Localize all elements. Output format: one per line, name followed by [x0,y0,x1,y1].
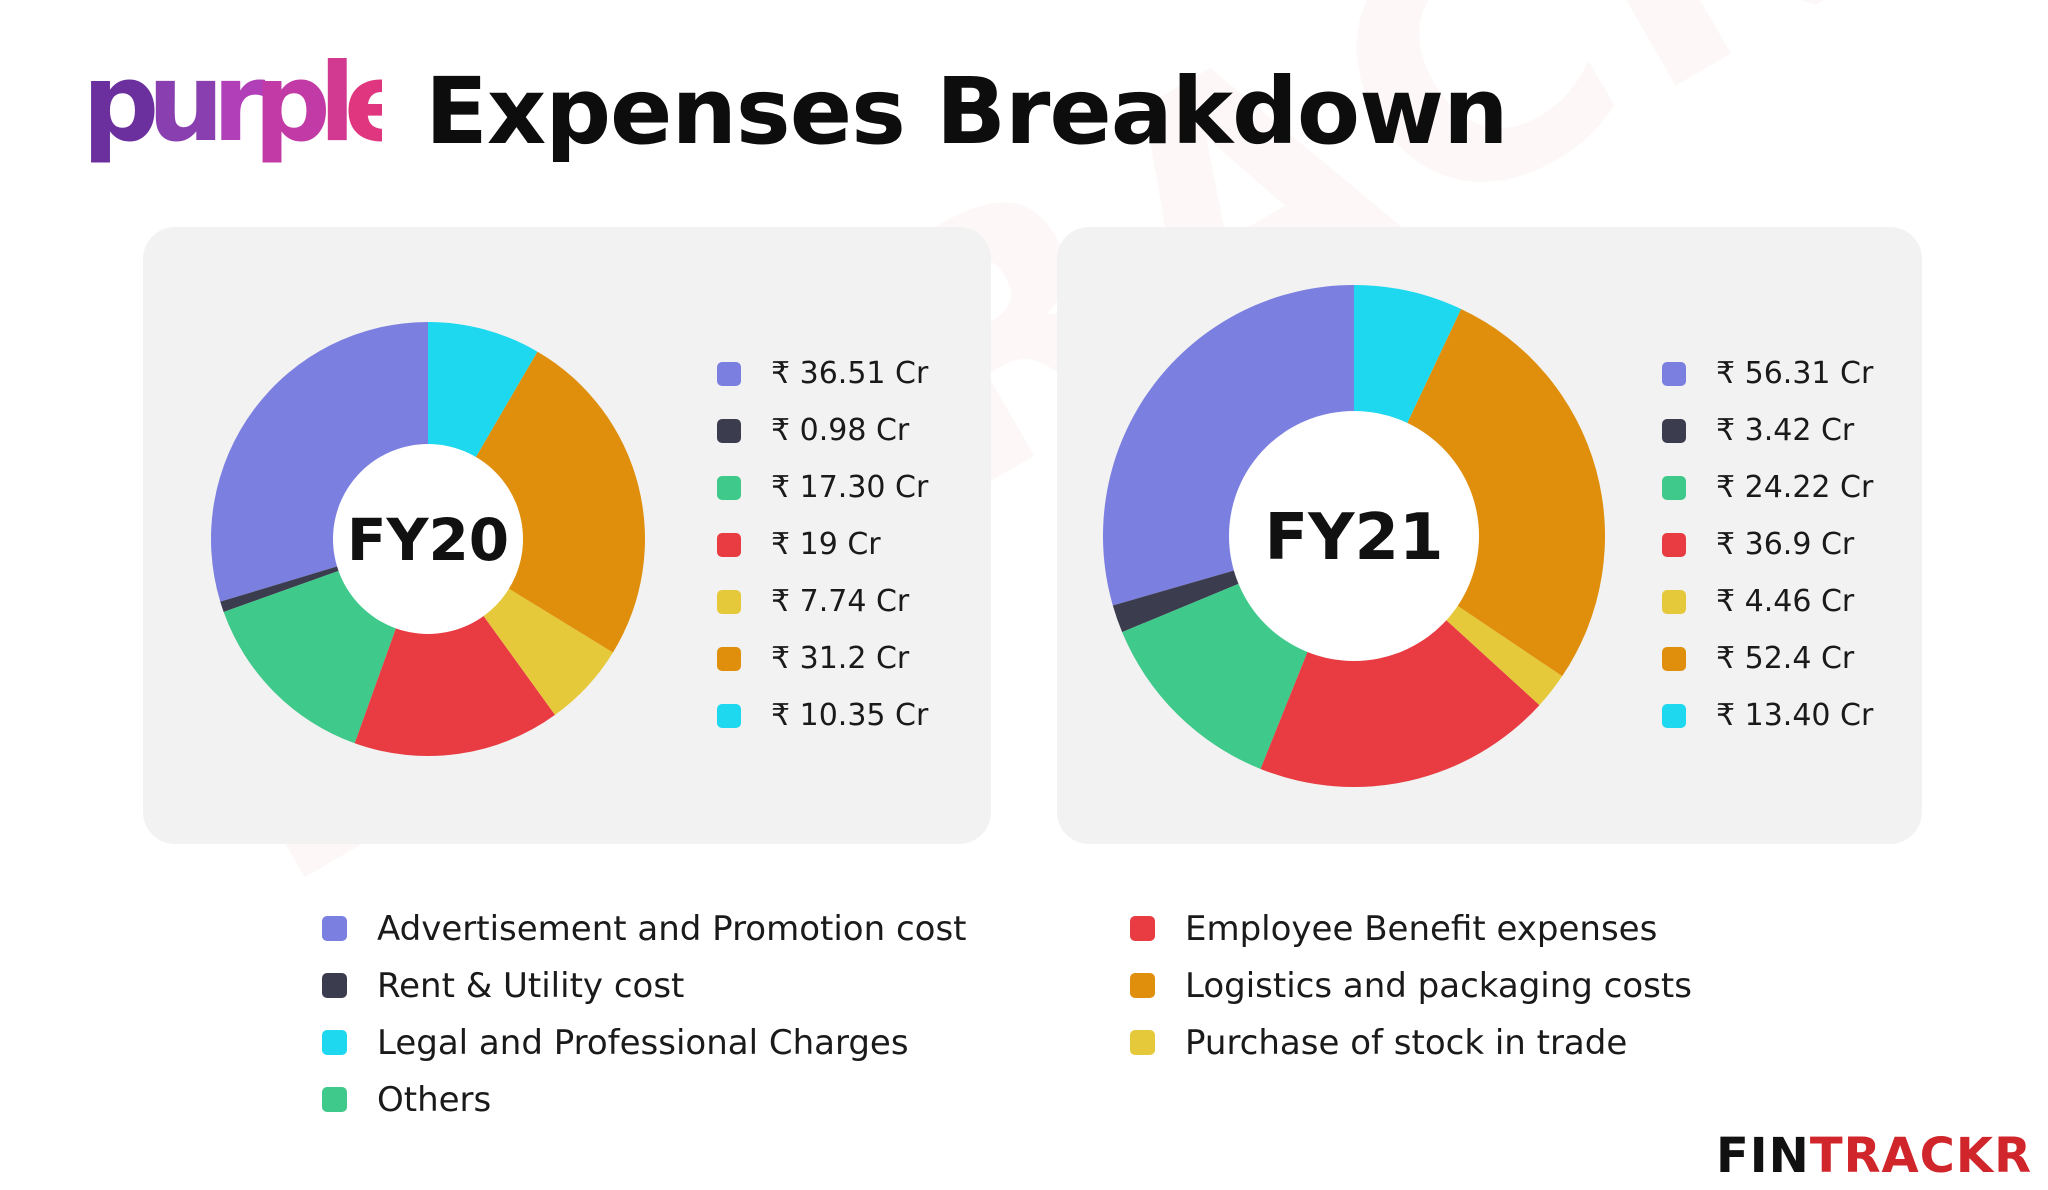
value-item-rent-utility-cost: ₹ 0.98 Cr [717,402,928,459]
legend-item-others: Others [322,1071,967,1128]
value-item-rent-utility-cost: ₹ 3.42 Cr [1662,402,1873,459]
legend-label: Legal and Professional Charges [377,1022,909,1063]
legend-label: Others [377,1079,492,1120]
data-label: ₹ 31.2 Cr [771,641,910,676]
data-label: ₹ 17.30 Cr [771,470,929,505]
color-swatch [717,532,741,557]
legend-swatch [1130,1030,1155,1055]
color-swatch [1662,703,1686,728]
slice-logistics-and-packaging-costs [428,351,645,653]
data-label: ₹ 56.31 Cr [1716,356,1874,391]
brand-part2: TRACKR [1809,1128,2033,1184]
donut-hole [333,444,523,634]
data-label: ₹ 52.4 Cr [1716,641,1855,676]
value-list-fy21: ₹ 56.31 Cr ₹ 3.42 Cr ₹ 24.22 Cr ₹ 36.9 Cr ₹ … [1662,345,1873,744]
legend-label: Rent & Utility cost [377,965,685,1006]
data-label: ₹ 19 Cr [771,527,881,562]
slice-employee-benefit-expenses [354,539,556,756]
center-label: FY20 [347,506,509,574]
value-item-others: ₹ 24.22 Cr [1662,459,1873,516]
color-swatch [717,703,741,728]
center-label: FY21 [1264,501,1443,575]
value-item-purchase-of-stock-in-trade: ₹ 7.74 Cr [717,573,928,630]
page-title: Expenses Breakdown [425,58,1509,165]
color-swatch [1662,418,1686,443]
legend-swatch [322,973,347,998]
brand-part1: FIN [1716,1128,1810,1184]
color-swatch [717,475,741,500]
color-swatch [1662,361,1686,386]
legend-label: Employee Benefit expenses [1185,908,1658,949]
color-swatch [717,361,741,386]
value-item-legal-and-professional-charges: ₹ 13.40 Cr [1662,687,1873,744]
value-list-fy20: ₹ 36.51 Cr ₹ 0.98 Cr ₹ 17.30 Cr ₹ 19 Cr ₹ 7.… [717,345,928,744]
color-swatch [1662,532,1686,557]
legend-left: Advertisement and Promotion cost Rent & U… [322,900,967,1128]
data-label: ₹ 24.22 Cr [1716,470,1874,505]
color-swatch [1662,475,1686,500]
chart-panel-fy21: FY21 ₹ 56.31 Cr ₹ 3.42 Cr ₹ 24.22 Cr ₹ 36.9… [1057,227,1922,844]
color-swatch [717,418,741,443]
legend-item-logistics-and-packaging-costs: Logistics and packaging costs [1130,957,1692,1014]
donut-hole [1229,411,1479,661]
purple-logo: purple [82,41,382,166]
color-swatch [717,646,741,671]
data-label: ₹ 36.9 Cr [1716,527,1855,562]
legend-label: Logistics and packaging costs [1185,965,1692,1006]
legend-swatch [1130,916,1155,941]
fintrackr-logo: FINTRACKR [1716,1128,2032,1184]
value-item-others: ₹ 17.30 Cr [717,459,928,516]
value-item-purchase-of-stock-in-trade: ₹ 4.46 Cr [1662,573,1873,630]
value-item-employee-benefit-expenses: ₹ 19 Cr [717,516,928,573]
value-item-advertisement-and-promotion-cost: ₹ 56.31 Cr [1662,345,1873,402]
data-label: ₹ 13.40 Cr [1716,698,1874,733]
value-item-logistics-and-packaging-costs: ₹ 52.4 Cr [1662,630,1873,687]
legend-label: Advertisement and Promotion cost [377,908,967,949]
chart-panel-fy20: FY20 ₹ 36.51 Cr ₹ 0.98 Cr ₹ 17.30 Cr ₹ 19 C… [143,227,991,844]
data-label: ₹ 7.74 Cr [771,584,910,619]
color-swatch [1662,646,1686,671]
value-item-logistics-and-packaging-costs: ₹ 31.2 Cr [717,630,928,687]
color-swatch [717,589,741,614]
legend-item-purchase-of-stock-in-trade: Purchase of stock in trade [1130,1014,1692,1071]
value-item-advertisement-and-promotion-cost: ₹ 36.51 Cr [717,345,928,402]
data-label: ₹ 4.46 Cr [1716,584,1855,619]
donut-chart-fy21: FY21 [1103,285,1605,787]
legend-label: Purchase of stock in trade [1185,1022,1628,1063]
data-label: ₹ 0.98 Cr [771,413,910,448]
slice-logistics-and-packaging-costs [1354,308,1605,677]
legend-item-employee-benefit-expenses: Employee Benefit expenses [1130,900,1692,957]
legend-swatch [322,916,347,941]
value-item-legal-and-professional-charges: ₹ 10.35 Cr [717,687,928,744]
donut-chart-fy20: FY20 [210,322,645,756]
data-label: ₹ 36.51 Cr [771,356,929,391]
data-label: ₹ 10.35 Cr [771,698,929,733]
color-swatch [1662,589,1686,614]
value-item-employee-benefit-expenses: ₹ 36.9 Cr [1662,516,1873,573]
legend-swatch [322,1087,347,1112]
legend-item-legal-and-professional-charges: Legal and Professional Charges [322,1014,967,1071]
legend-item-advertisement-and-promotion-cost: Advertisement and Promotion cost [322,900,967,957]
data-label: ₹ 3.42 Cr [1716,413,1855,448]
svg-text:purple: purple [82,41,382,166]
legend-swatch [1130,973,1155,998]
legend-right: Employee Benefit expenses Logistics and p… [1130,900,1692,1071]
legend-item-rent-utility-cost: Rent & Utility cost [322,957,967,1014]
legend-swatch [322,1030,347,1055]
